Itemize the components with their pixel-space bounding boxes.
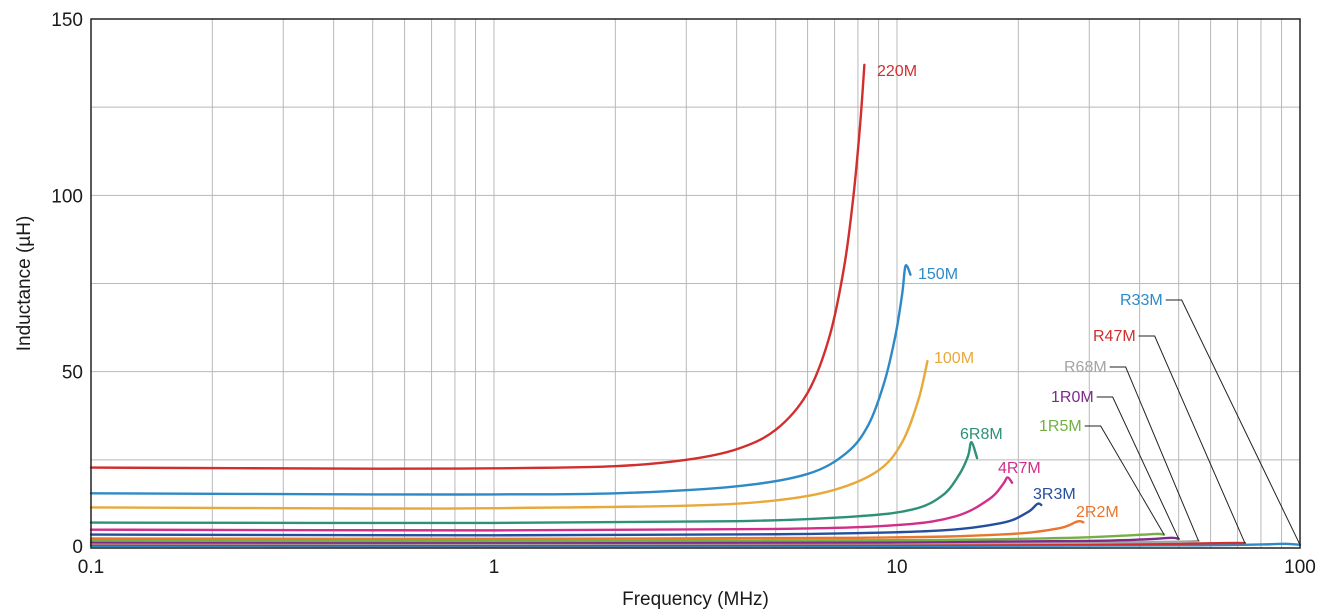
series-label-r47m: R47M [1093,328,1136,345]
x-tick-label: 100 [1284,557,1316,578]
series-label-1r0m: 1R0M [1051,389,1094,406]
leader-line-r68m [1109,366,1199,542]
leader-line-1r0m [1096,396,1180,540]
series-line-r47m [89,541,1247,547]
series-line-6r8m [89,440,979,525]
series-label-1r5m: 1R5M [1039,418,1082,435]
series-label-2r2m: 2R2M [1076,504,1119,521]
y-axis-title: Inductance (µH) [14,216,35,352]
series-label-150m: 150M [918,266,958,283]
series-line-3r3m [89,502,1043,537]
leader-line-1r5m [1084,425,1165,535]
series-label-100m: 100M [934,350,974,367]
series-label-r33m: R33M [1120,292,1163,309]
leader-line-r47m [1138,335,1246,544]
series-line-150m [89,264,912,496]
series-line-4r7m [89,476,1014,532]
series-line-2r2m [89,519,1085,541]
leader-line-r33m [1165,299,1301,546]
series-label-r68m: R68M [1064,359,1107,376]
series-line-1r5m [89,532,1166,543]
y-tick-label: 50 [62,363,83,384]
series-label-6r8m: 6R8M [960,426,1003,443]
x-tick-label: 1 [489,557,500,578]
grid-lines [91,19,1300,548]
plot-frame [90,18,1301,549]
series-line-220m [89,63,866,470]
series-line-1r0m [89,536,1180,544]
x-tick-label: 10 [886,557,907,578]
y-tick-label: 100 [51,186,83,207]
y-tick-label: 0 [72,537,83,558]
series-line-100m [89,359,929,510]
label-leader-lines [1084,299,1301,546]
series-curves [89,63,1302,548]
x-axis-title: Frequency (MHz) [622,589,769,610]
series-label-4r7m: 4R7M [998,460,1041,477]
x-tick-label: 0.1 [78,557,104,578]
series-label-220m: 220M [877,63,917,80]
series-label-3r3m: 3R3M [1033,486,1076,503]
tick-labels: 0.1 1 10 100 0 50 100 150 [51,10,1316,578]
y-tick-label: 150 [51,10,83,31]
